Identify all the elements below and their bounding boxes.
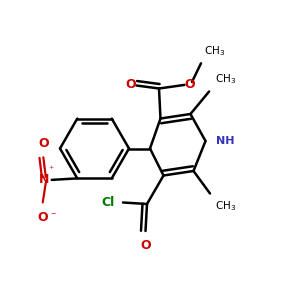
- Text: Cl: Cl: [101, 196, 115, 209]
- Text: NH: NH: [216, 136, 235, 146]
- Text: CH$_3$: CH$_3$: [215, 200, 237, 213]
- Text: O: O: [38, 211, 48, 224]
- Text: O: O: [125, 78, 136, 92]
- Text: $^-$: $^-$: [49, 210, 57, 219]
- Text: $^+$: $^+$: [47, 165, 55, 174]
- Text: CH$_3$: CH$_3$: [215, 72, 236, 86]
- Text: N: N: [39, 173, 50, 186]
- Text: O: O: [38, 137, 49, 150]
- Text: O: O: [140, 239, 151, 252]
- Text: CH$_3$: CH$_3$: [204, 44, 225, 58]
- Text: O: O: [184, 78, 195, 91]
